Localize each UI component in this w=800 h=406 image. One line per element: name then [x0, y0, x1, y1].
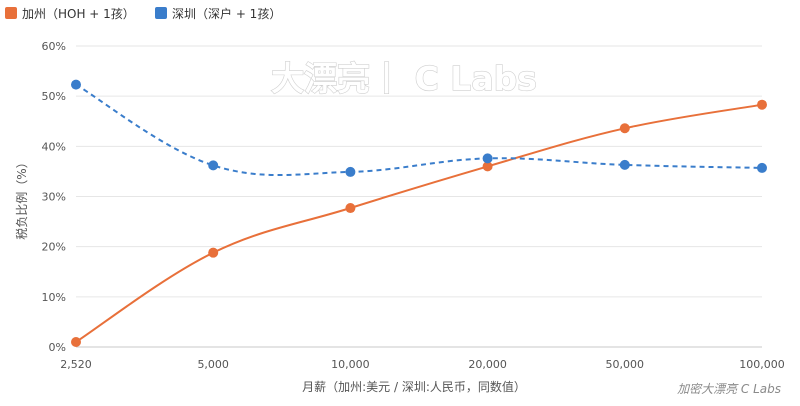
- y-tick-label: 60%: [42, 40, 66, 53]
- series-line-shenzhen: [75, 83, 763, 177]
- legend: 加州（HOH + 1孩） 深圳（深户 + 1孩）: [5, 6, 281, 21]
- legend-label-california: 加州（HOH + 1孩）: [22, 7, 135, 21]
- data-point-shenzhen: [208, 160, 219, 171]
- data-point-shenzhen: [345, 166, 356, 177]
- x-tick-label: 20,000: [468, 358, 507, 371]
- y-tick-label: 20%: [42, 241, 66, 254]
- x-tick-label: 50,000: [606, 358, 645, 371]
- data-point-california: [71, 336, 81, 347]
- series-shenzhen: [71, 79, 767, 177]
- data-point-shenzhen: [71, 79, 81, 90]
- series-layer: [71, 79, 767, 347]
- y-tick-label: 10%: [42, 291, 66, 304]
- y-axis-label: 税负比例（%）: [15, 156, 29, 239]
- y-gridlines: [76, 45, 762, 348]
- data-point-california: [208, 247, 219, 258]
- x-tick-label: 100,000: [739, 358, 785, 371]
- series-california: [71, 99, 767, 347]
- data-point-california: [482, 161, 493, 172]
- data-point-california: [619, 123, 630, 134]
- legend-swatch-shenzhen: [155, 7, 167, 19]
- x-tick-label: 2,520: [60, 358, 92, 371]
- data-point-shenzhen: [619, 159, 630, 170]
- x-tick-label: 5,000: [197, 358, 229, 371]
- y-tick-label: 0%: [49, 341, 66, 354]
- y-axis-ticks: 0% 10% 20% 30% 40% 50% 60%: [42, 40, 66, 354]
- legend-label-shenzhen: 深圳（深户 + 1孩）: [172, 6, 281, 21]
- series-line-california: [75, 103, 763, 343]
- y-tick-label: 50%: [42, 90, 66, 103]
- x-axis-ticks: 2,520 5,000 10,000 20,000 50,000 100,000: [60, 358, 785, 371]
- signature-text: 加密大漂亮 C Labs: [677, 382, 781, 396]
- y-tick-label: 40%: [42, 140, 66, 153]
- legend-swatch-california: [5, 7, 17, 19]
- x-tick-label: 10,000: [331, 358, 370, 371]
- watermark-text: 大漂亮丨 C Labs: [271, 59, 537, 98]
- data-point-shenzhen: [482, 153, 493, 164]
- data-point-california: [345, 203, 356, 214]
- x-axis-label: 月薪（加州:美元 / 深圳:人民币，同数值）: [302, 379, 526, 394]
- data-point-shenzhen: [757, 162, 767, 173]
- data-point-california: [757, 99, 767, 110]
- y-tick-label: 30%: [42, 191, 66, 204]
